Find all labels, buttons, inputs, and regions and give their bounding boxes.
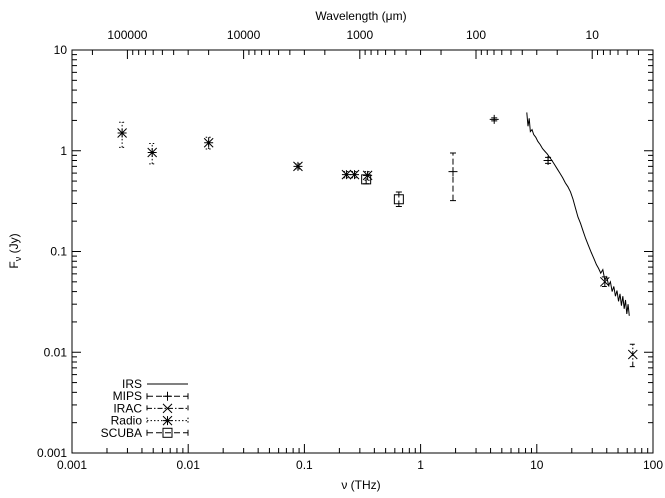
error-bar <box>205 136 212 150</box>
y-tick-label: 10 <box>54 43 68 57</box>
y-tick-label: 0.01 <box>44 345 68 359</box>
legend-label: IRAC <box>113 401 142 415</box>
y-tick-label: 0.1 <box>50 245 67 259</box>
legend-item-radio: Radio <box>111 414 189 428</box>
error-bar <box>119 121 126 148</box>
legend-swatch <box>146 405 189 412</box>
x-tick-label: 100 <box>643 458 663 472</box>
data-point <box>361 174 372 185</box>
y-tick-label: 0.001 <box>37 446 67 460</box>
series-irac <box>599 276 638 368</box>
top-tick-label: 1000 <box>346 28 373 42</box>
top-tick-label: 100000 <box>107 28 147 42</box>
data-point <box>147 147 158 158</box>
y-axis-label-subscript: ν <box>13 256 23 261</box>
legend-swatch <box>146 417 189 424</box>
legend-item-scuba: SCUBA <box>101 426 189 440</box>
legend-marker <box>162 427 173 438</box>
data-point <box>393 194 404 205</box>
x-tick-label: 10 <box>530 458 544 472</box>
top-tick-label: 100 <box>466 28 486 42</box>
error-bar <box>149 143 156 165</box>
legend-swatch <box>146 429 189 436</box>
x-axis-label: ν (THz) <box>341 478 380 492</box>
series-scuba <box>361 174 404 207</box>
error-bar <box>449 152 456 202</box>
legend-marker <box>163 391 172 401</box>
legend-marker <box>162 415 173 426</box>
x-tick-label: 0.001 <box>57 458 87 472</box>
series-mips <box>448 114 553 202</box>
top-tick-label: 10000 <box>227 28 261 42</box>
legend-label: IRS <box>122 377 142 391</box>
data-point <box>448 167 458 177</box>
legend-item-irac: IRAC <box>113 401 189 415</box>
x-tick-label: 0.1 <box>296 458 313 472</box>
legend-item-irs: IRS <box>122 377 188 391</box>
data-point <box>489 114 499 124</box>
legend-marker <box>162 403 173 414</box>
y-axis-label-unit: (Jy) <box>7 233 21 256</box>
top-tick-label: 10 <box>586 28 600 42</box>
legend-label: SCUBA <box>101 426 142 440</box>
legend-item-mips: MIPS <box>113 389 189 403</box>
top-axis-label: Wavelength (μm) <box>315 9 406 23</box>
x-tick-label: 0.01 <box>177 458 201 472</box>
y-tick-label: 1 <box>60 144 67 158</box>
y-axis-label: Fν (Jy) <box>7 233 23 268</box>
axes-layer: 0.001 0.01 0.1 1 10 100 0.001 0.01 0.1 1 10 100000 1… <box>37 28 663 472</box>
data-point <box>543 156 553 166</box>
data-point <box>341 169 352 180</box>
data-point <box>293 161 303 172</box>
legend-label: MIPS <box>113 389 142 403</box>
legend-label: Radio <box>111 414 143 428</box>
data-layer <box>117 112 638 368</box>
data-point <box>117 128 127 138</box>
series-line <box>526 112 630 316</box>
data-point <box>599 276 610 287</box>
x-tick-label: 1 <box>417 458 424 472</box>
series-radio <box>117 121 373 181</box>
error-bar <box>629 343 636 368</box>
y-axis-label-main: F <box>7 261 21 268</box>
data-point <box>349 169 360 180</box>
data-point <box>627 349 638 360</box>
data-point <box>203 137 214 148</box>
series-irs <box>526 112 630 316</box>
